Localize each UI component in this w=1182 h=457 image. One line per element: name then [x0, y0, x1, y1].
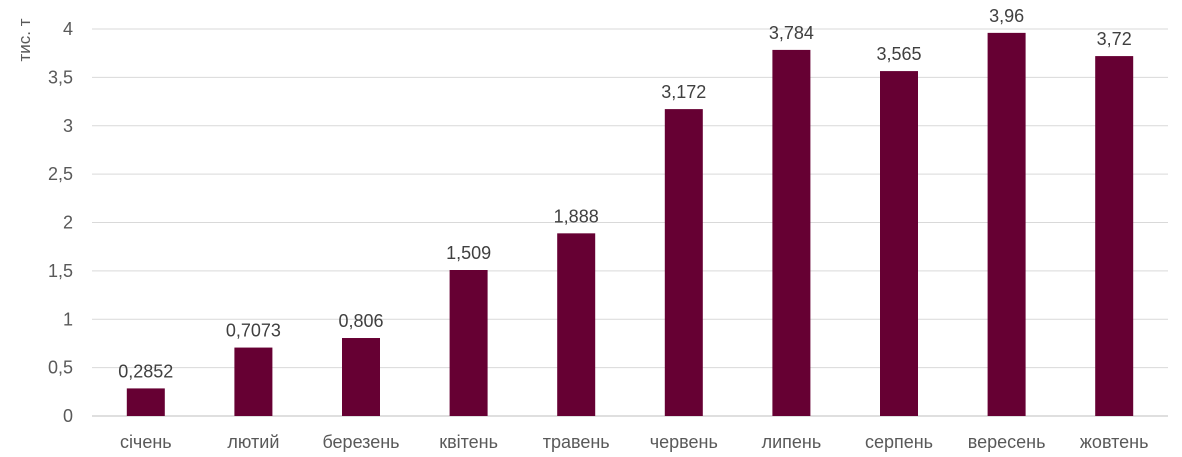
x-axis-ticks: січень лютий березень квітень травень червень… [120, 432, 1149, 452]
y-tick-label: 1,5 [48, 261, 73, 281]
bar [664, 109, 703, 416]
data-label: 0,2852 [118, 361, 173, 381]
x-tick-label: липень [762, 432, 822, 452]
bar [557, 233, 596, 416]
data-label: 3,96 [989, 6, 1024, 26]
y-axis-title: тис. т [15, 18, 34, 61]
data-label: 3,72 [1097, 29, 1132, 49]
x-tick-label: березень [322, 432, 399, 452]
bar [772, 49, 811, 416]
y-tick-label: 1 [63, 309, 73, 329]
x-tick-label: квітень [439, 432, 498, 452]
y-axis-ticks: 0 0,5 1 1,5 2 2,5 3 3,5 4 [48, 19, 73, 426]
x-tick-label: травень [543, 432, 610, 452]
data-label: 1,888 [554, 206, 599, 226]
y-tick-label: 4 [63, 19, 73, 39]
y-tick-label: 2,5 [48, 164, 73, 184]
x-tick-label: червень [650, 432, 718, 452]
data-label: 1,509 [446, 243, 491, 263]
x-tick-label: вересень [968, 432, 1046, 452]
bar [449, 270, 488, 416]
bars [126, 32, 1134, 417]
data-label: 3,172 [661, 82, 706, 102]
y-tick-label: 0 [63, 406, 73, 426]
x-tick-label: січень [120, 432, 172, 452]
x-tick-label: лютий [227, 432, 279, 452]
data-label: 3,784 [769, 23, 814, 43]
y-tick-label: 3 [63, 116, 73, 136]
bar [234, 347, 273, 416]
y-tick-label: 2 [63, 213, 73, 233]
y-tick-label: 3,5 [48, 67, 73, 87]
bar [1095, 56, 1134, 417]
data-label: 0,7073 [226, 321, 281, 341]
x-tick-label: жовтень [1080, 432, 1149, 452]
bar [342, 338, 380, 416]
x-tick-label: серпень [865, 432, 933, 452]
bar [987, 32, 1026, 417]
data-label: 0,806 [338, 311, 383, 331]
data-label: 3,565 [876, 44, 921, 64]
data-labels: 0,2852 0,7073 0,806 1,509 1,888 3,172 3,784 3,5… [118, 6, 1131, 382]
bar [880, 71, 918, 417]
bar [126, 388, 165, 416]
y-tick-label: 0,5 [48, 358, 73, 378]
